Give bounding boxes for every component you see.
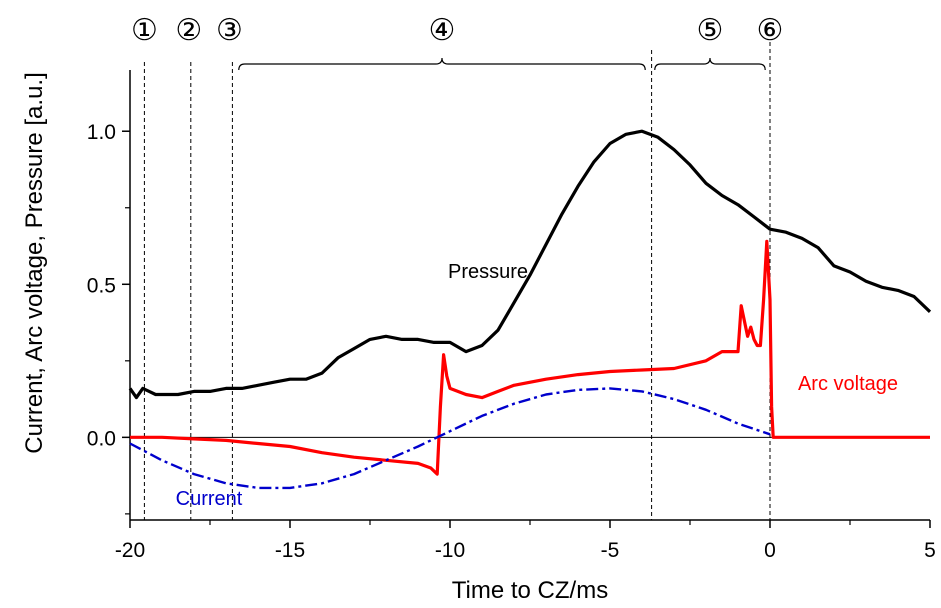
- series-label-pressure: Pressure: [448, 261, 528, 283]
- phase-label: ②: [175, 13, 202, 48]
- series-label-arc-voltage: Arc voltage: [798, 373, 898, 395]
- y-axis-title: Current, Arc voltage, Pressure [a.u.]: [21, 72, 48, 454]
- x-tick-label: -20: [115, 539, 145, 562]
- phase-label: ①: [131, 13, 158, 48]
- phase-label: ⑥: [757, 13, 784, 48]
- phase-bracket: [238, 57, 646, 71]
- x-axis-title: Time to CZ/ms: [452, 577, 608, 604]
- y-tick-label: 0.0: [87, 427, 116, 450]
- bracket-label: ⑤: [697, 13, 724, 48]
- x-tick-label: 5: [924, 539, 936, 562]
- x-tick-label: -15: [275, 539, 305, 562]
- x-tick-label: -5: [601, 539, 620, 562]
- x-axis-ticks: -20 -15 -10 -5 0 5: [115, 520, 936, 562]
- annotations: ① ② ③ ⑥ ④ ⑤ Pressure Arc voltage Current: [131, 13, 898, 510]
- series-lines: [128, 129, 932, 490]
- bracket-label: ④: [429, 13, 456, 48]
- series-line-arc-voltage: [130, 239, 930, 476]
- series-line-current: [129, 387, 771, 490]
- plot-frame: [129, 70, 930, 521]
- y-tick-label: 1.0: [87, 121, 116, 144]
- brackets: [238, 57, 766, 71]
- y-tick-label: 0.5: [87, 274, 116, 297]
- series-label-current: Current: [176, 488, 243, 510]
- phase-label: ③: [216, 13, 243, 48]
- phase-bracket: [654, 57, 766, 71]
- x-tick-label: -10: [435, 539, 465, 562]
- series-line-pressure: [128, 129, 932, 400]
- y-axis-ticks: 0.0 0.5 1.0: [87, 121, 130, 515]
- x-tick-label: 0: [764, 539, 776, 562]
